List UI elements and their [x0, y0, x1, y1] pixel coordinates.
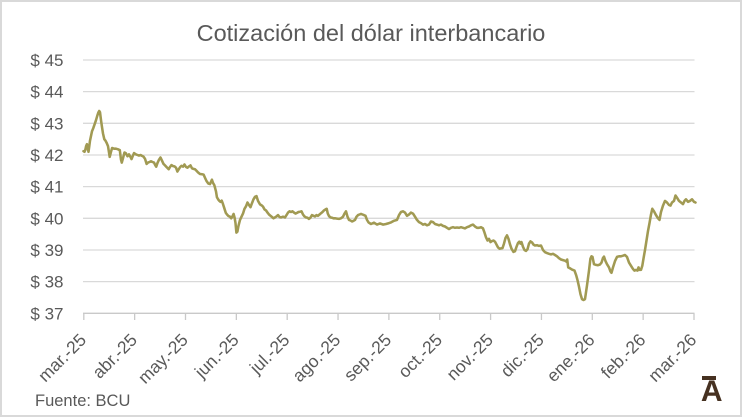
- svg-text:$ 41: $ 41: [30, 178, 63, 197]
- svg-text:sep.-25: sep.-25: [340, 330, 395, 385]
- svg-text:ago.-25: ago.-25: [288, 330, 344, 386]
- svg-text:mar.-25: mar.-25: [34, 330, 90, 386]
- svg-text:jul.-25: jul.-25: [245, 330, 294, 379]
- svg-text:$ 38: $ 38: [30, 273, 63, 292]
- svg-text:dic.-25: dic.-25: [496, 330, 547, 381]
- svg-text:mar.-26: mar.-26: [644, 330, 700, 386]
- svg-text:$ 43: $ 43: [30, 114, 63, 133]
- svg-text:$ 45: $ 45: [30, 51, 63, 70]
- svg-text:$ 39: $ 39: [30, 241, 63, 260]
- svg-text:nov.-25: nov.-25: [442, 330, 497, 385]
- svg-text:ene.-26: ene.-26: [543, 330, 599, 386]
- svg-text:feb.-26: feb.-26: [597, 330, 650, 383]
- svg-text:jun.-25: jun.-25: [190, 330, 243, 383]
- svg-text:abr.-25: abr.-25: [88, 330, 141, 383]
- svg-text:$ 37: $ 37: [30, 304, 63, 323]
- svg-text:oct.-25: oct.-25: [394, 330, 446, 382]
- svg-text:may.-25: may.-25: [134, 330, 192, 388]
- svg-text:$ 40: $ 40: [30, 209, 63, 228]
- svg-text:$ 44: $ 44: [30, 83, 63, 102]
- svg-text:$ 42: $ 42: [30, 146, 63, 165]
